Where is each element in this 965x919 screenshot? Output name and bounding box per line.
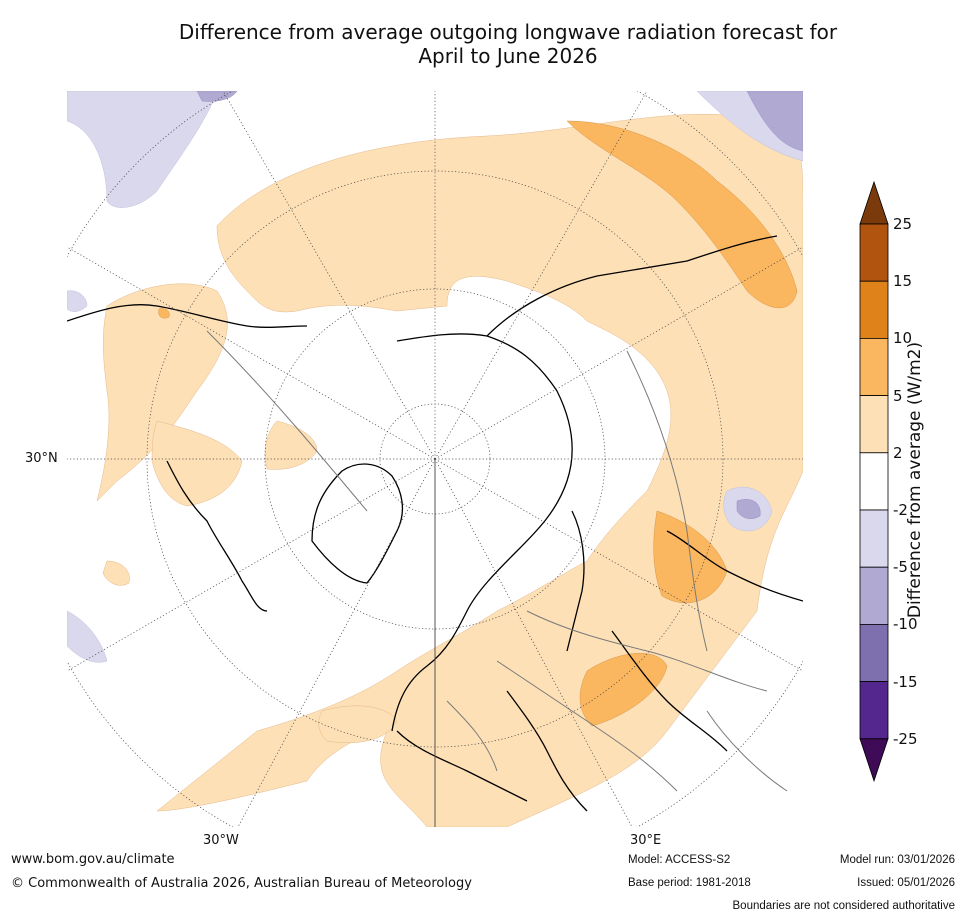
anomaly-light-orange [96,113,803,827]
colorbar [859,180,889,783]
colorbar-segment [859,280,889,339]
footer-copyright: © Commonwealth of Australia 2026, Austra… [11,876,472,891]
footer-model: Model: ACCESS-S2 [628,854,731,866]
footer-boundaries: Boundaries are not considered authoritat… [732,900,955,912]
colorbar-segment [859,566,889,625]
map-title: Difference from average outgoing longwav… [66,20,950,68]
colorbar-tick-label: -25 [893,729,918,748]
colorbar-tick-label: 5 [893,386,903,405]
colorbar-tick-label: 25 [893,215,913,233]
footer-issued: Issued: 05/01/2026 [857,877,955,889]
colorbar-segment [859,337,889,396]
colorbar-tick-label: -2 [893,501,908,519]
colorbar-tick-label: -5 [893,558,908,577]
colorbar-label-text: Difference from average (W/m2) [905,341,925,619]
title-line-2: April to June 2026 [418,44,598,68]
colorbar-extend-top [859,180,889,225]
colorbar-tick-label: -15 [893,672,918,691]
lon-label-30e: 30°E [630,833,662,848]
lat-label-30n: 30°N [25,451,58,466]
footer-model-run: Model run: 03/01/2026 [839,854,955,866]
coastlines [67,235,803,812]
colorbar-tick-label: -10 [893,615,918,634]
polar-map [67,91,803,827]
colorbar-segment [859,623,889,682]
colorbar-tick-label: 10 [893,329,913,348]
lon-label-30w: 30°W [203,833,239,848]
footer-url: www.bom.gov.au/climate [11,852,175,867]
country-boundaries [206,330,788,792]
colorbar-segment [859,681,889,740]
colorbar-segment [859,395,889,454]
colorbar-tick-label: 15 [893,272,913,291]
colorbar-segment [859,223,889,282]
anomaly-purple [196,91,803,519]
colorbar-segment [859,452,889,511]
colorbar-extend-bottom [859,738,889,783]
colorbar-label: Difference from average (W/m2) [900,220,930,740]
colorbar-segment [859,509,889,568]
footer-base-period: Base period: 1981-2018 [628,877,751,889]
title-line-1: Difference from average outgoing longwav… [178,20,838,44]
colorbar-tick-label: 2 [893,443,903,462]
